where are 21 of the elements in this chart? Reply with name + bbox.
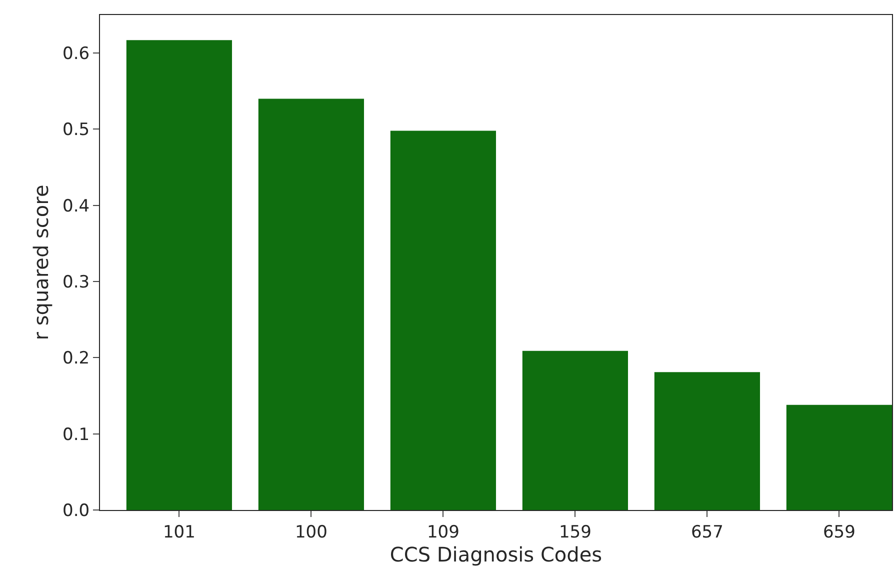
x-tick-label: 100: [294, 522, 328, 542]
x-tick-label: 109: [426, 522, 460, 542]
y-axis-title: r squared score: [29, 184, 54, 340]
y-tick-label: 0.0: [62, 500, 90, 521]
bar: [126, 40, 232, 510]
bar: [654, 372, 760, 510]
x-axis-title: CCS Diagnosis Codes: [390, 542, 602, 566]
y-tick-label: 0.2: [62, 348, 90, 369]
y-tick-label: 0.6: [62, 44, 90, 64]
bar: [390, 130, 496, 510]
x-tick-label: 101: [162, 522, 196, 542]
bar: [258, 98, 364, 510]
x-tick-label: 657: [690, 522, 724, 542]
y-tick-label: 0.4: [62, 196, 90, 216]
y-tick-label: 0.1: [62, 424, 90, 445]
x-tick-label: 659: [822, 522, 856, 542]
bar: [786, 404, 892, 510]
y-tick-label: 0.5: [62, 120, 90, 140]
x-tick-label: 159: [558, 522, 592, 542]
y-tick-label: 0.3: [62, 272, 90, 292]
bar: [522, 350, 628, 510]
